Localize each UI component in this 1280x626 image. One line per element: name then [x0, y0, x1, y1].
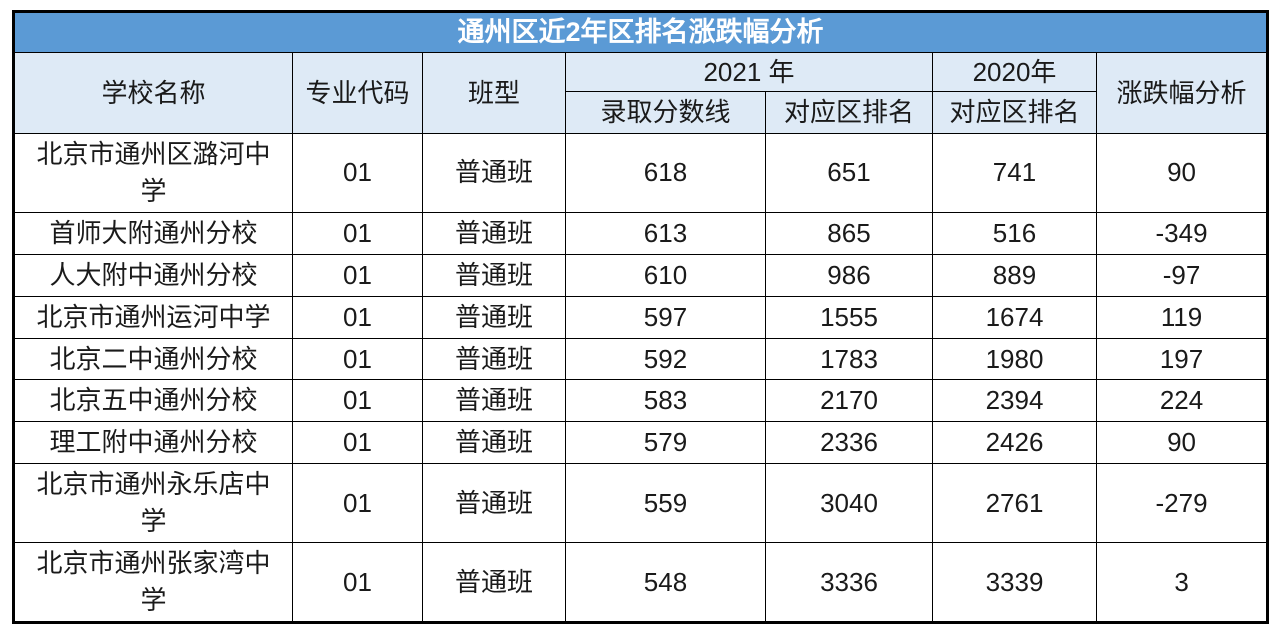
rank-2020-cell: 516: [932, 211, 1097, 255]
rank-2021-cell: 986: [765, 253, 933, 297]
col-header-class-type: 班型: [422, 52, 566, 134]
class-type-cell: 普通班: [422, 379, 566, 423]
major-code-cell: 01: [292, 133, 423, 213]
school-name-cell: 人大附中通州分校: [13, 253, 293, 297]
school-name-cell: 北京市通州区潞河中学: [13, 133, 293, 213]
score-line-cell: 610: [565, 253, 766, 297]
change-cell: 90: [1095, 421, 1269, 465]
score-line-cell: 613: [565, 211, 766, 255]
school-name-cell: 首师大附通州分校: [13, 211, 293, 255]
table-row: 首师大附通州分校 01 普通班 613 865 516 -349: [13, 211, 1269, 255]
col-header-score-line: 录取分数线: [565, 91, 766, 134]
major-code-cell: 01: [292, 421, 423, 465]
score-line-cell: 597: [565, 295, 766, 339]
score-line-cell: 583: [565, 379, 766, 423]
col-header-major-code: 专业代码: [292, 52, 423, 134]
change-cell: 224: [1095, 379, 1269, 423]
change-cell: -97: [1095, 253, 1269, 297]
table-row: 北京五中通州分校 01 普通班 583 2170 2394 224: [13, 379, 1269, 423]
major-code-cell: 01: [292, 463, 423, 544]
title-row: 通州区近2年区排名涨跌幅分析: [12, 11, 1269, 53]
class-type-cell: 普通班: [422, 337, 566, 381]
class-type-cell: 普通班: [422, 463, 566, 544]
change-cell: -349: [1095, 211, 1269, 255]
rank-2021-cell: 1783: [765, 337, 933, 381]
col-header-rank-2021: 对应区排名: [765, 91, 933, 134]
rank-2021-cell: 1555: [765, 295, 933, 339]
major-code-cell: 01: [292, 211, 423, 255]
col-group-2020: 2020年: [932, 52, 1097, 92]
change-cell: 90: [1095, 133, 1269, 213]
major-code-cell: 01: [292, 253, 423, 297]
col-header-school: 学校名称: [13, 52, 293, 134]
change-cell: 119: [1095, 295, 1269, 339]
table-row: 人大附中通州分校 01 普通班 610 986 889 -97: [13, 253, 1269, 297]
school-name-cell: 北京五中通州分校: [13, 379, 293, 423]
rank-2020-cell: 889: [932, 253, 1097, 297]
change-cell: 197: [1095, 337, 1269, 381]
major-code-cell: 01: [292, 542, 423, 623]
table-row: 北京市通州永乐店中学 01 普通班 559 3040 2761 -279: [13, 463, 1269, 544]
major-code-cell: 01: [292, 337, 423, 381]
rank-2020-cell: 741: [932, 133, 1097, 213]
school-name-cell: 理工附中通州分校: [13, 421, 293, 465]
rank-2020-cell: 2761: [932, 463, 1097, 544]
change-cell: 3: [1095, 542, 1269, 623]
table-title: 通州区近2年区排名涨跌幅分析: [12, 11, 1269, 53]
class-type-cell: 普通班: [422, 133, 566, 213]
change-cell: -279: [1095, 463, 1269, 544]
rank-2020-cell: 1980: [932, 337, 1097, 381]
class-type-cell: 普通班: [422, 211, 566, 255]
header-row-groups: 学校名称 专业代码 班型 2021 年 2020年 涨跌幅分析: [13, 52, 1269, 134]
rank-2021-cell: 865: [765, 211, 933, 255]
rank-2021-cell: 3336: [765, 542, 933, 623]
rank-2020-cell: 3339: [932, 542, 1097, 623]
class-type-cell: 普通班: [422, 253, 566, 297]
table-row: 北京市通州张家湾中学 01 普通班 548 3336 3339 3: [13, 542, 1269, 623]
score-line-cell: 548: [565, 542, 766, 623]
major-code-cell: 01: [292, 295, 423, 339]
ranking-analysis-table: 通州区近2年区排名涨跌幅分析 学校名称 专业代码 班型 2021 年 2020年…: [12, 10, 1270, 624]
school-name-cell: 北京二中通州分校: [13, 337, 293, 381]
table-row: 北京市通州运河中学 01 普通班 597 1555 1674 119: [13, 295, 1269, 339]
score-line-cell: 559: [565, 463, 766, 544]
rank-2020-cell: 2394: [932, 379, 1097, 423]
class-type-cell: 普通班: [422, 542, 566, 623]
score-line-cell: 618: [565, 133, 766, 213]
school-name-cell: 北京市通州永乐店中学: [13, 463, 293, 544]
score-line-cell: 579: [565, 421, 766, 465]
score-line-cell: 592: [565, 337, 766, 381]
table-row: 北京市通州区潞河中学 01 普通班 618 651 741 90: [13, 133, 1269, 213]
class-type-cell: 普通班: [422, 421, 566, 465]
rank-2021-cell: 2170: [765, 379, 933, 423]
header-row-subcolumns: 录取分数线 对应区排名 对应区排名: [14, 91, 1268, 134]
rank-2021-cell: 2336: [765, 421, 933, 465]
table-row: 理工附中通州分校 01 普通班 579 2336 2426 90: [13, 421, 1269, 465]
class-type-cell: 普通班: [422, 295, 566, 339]
major-code-cell: 01: [292, 379, 423, 423]
table-body: 北京市通州区潞河中学 01 普通班 618 651 741 90 首师大附通州分…: [13, 133, 1269, 623]
col-header-rank-2020: 对应区排名: [932, 91, 1097, 134]
school-name-cell: 北京市通州张家湾中学: [13, 542, 293, 623]
school-name-cell: 北京市通州运河中学: [13, 295, 293, 339]
rank-2021-cell: 3040: [765, 463, 933, 544]
rank-2020-cell: 1674: [932, 295, 1097, 339]
table-row: 北京二中通州分校 01 普通班 592 1783 1980 197: [13, 337, 1269, 381]
rank-2021-cell: 651: [765, 133, 933, 213]
col-group-2021: 2021 年: [565, 52, 933, 92]
rank-2020-cell: 2426: [932, 421, 1097, 465]
col-header-change: 涨跌幅分析: [1095, 52, 1269, 134]
